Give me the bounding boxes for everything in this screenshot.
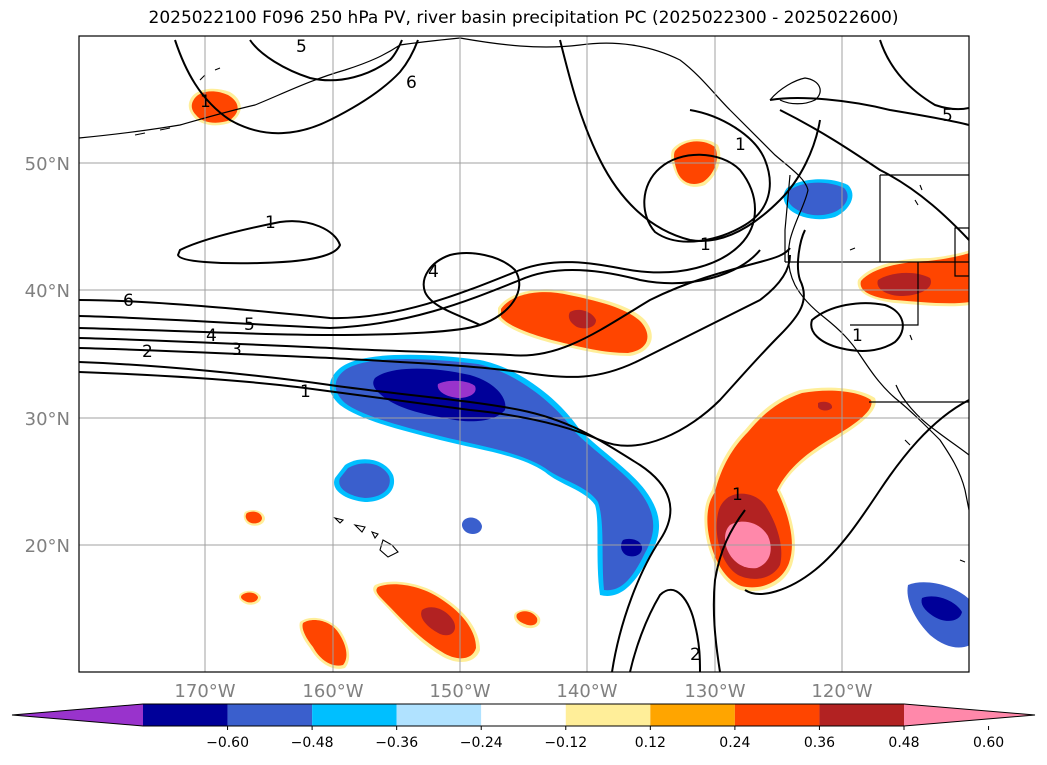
colorbar-tick-label: 0.48 [888,735,919,751]
contour-label: 2 [142,342,153,362]
contour-label: 5 [296,37,307,57]
lon-label: 150°W [429,681,490,702]
colorbar-swatch [481,704,566,726]
colorbar-swatch [565,704,651,726]
map-grid [79,36,969,672]
map-frame [78,35,970,673]
positive-anomaly-center [498,289,652,356]
colorbar-swatch [734,704,820,726]
contour-label: 6 [123,291,134,311]
map-field: 5 6 1 1 4 1 6 5 4 3 2 1 1 5 1 1 2 [79,36,969,672]
colorbar-tick-label: −0.60 [206,735,249,751]
lon-label: 170°W [174,681,235,702]
colorbar-tick-label: −0.36 [375,735,418,751]
lon-label: 140°W [556,681,617,702]
contour-label: 1 [735,135,746,155]
negative-anomaly-band [329,354,660,596]
lon-label: 160°W [302,681,363,702]
colorbar: −0.60 −0.48 −0.36 −0.24 −0.12 0.12 0.24 0.36 0.4… [11,703,1036,751]
lat-label: 30°N [25,409,70,430]
lat-label: 20°N [25,536,70,557]
colorbar-outline [11,703,1036,727]
lon-label: 120°W [811,681,872,702]
pv-contours [79,39,969,672]
contour-label: 1 [200,92,211,112]
contour-label: 4 [206,326,217,346]
contour-label: 1 [300,382,311,402]
map-background [79,36,969,672]
contour-label: 4 [428,262,439,282]
contour-label: 1 [265,213,276,233]
contour-label: 2 [690,645,701,665]
colorbar-swatch [396,704,482,726]
colorbar-swatch [819,704,904,726]
contour-label: 1 [700,235,711,255]
lat-label: 50°N [25,154,70,175]
contour-label: 5 [244,315,255,335]
colorbar-tick-label: 0.60 [973,735,1004,751]
colorbar-tick-label: 0.36 [804,735,835,751]
positive-anomaly-east [704,387,876,592]
colorbar-extend-max [904,704,1035,726]
contour-label: 5 [942,106,953,126]
contour-labels: 5 6 1 1 4 1 6 5 4 3 2 1 1 5 1 1 2 [123,37,953,665]
map-title: 2025022100 F096 250 hPa PV, river basin … [148,8,899,28]
colorbar-extend-min [12,704,143,726]
colorbar-swatch [227,704,313,726]
coastlines [79,37,969,511]
lon-label: 130°W [684,681,745,702]
contour-label: 3 [231,340,242,360]
contour-label: 6 [406,73,417,93]
islands [134,67,966,563]
lat-label: 40°N [25,281,70,302]
longitude-labels: 170°W 160°W 150°W 140°W 130°W 120°W [174,681,872,702]
colorbar-tick-label: −0.12 [544,735,587,751]
colorbar-swatch [143,704,228,726]
colorbar-tick-label: −0.24 [460,735,503,751]
contour-label: 1 [732,485,743,505]
colorbar-tick-label: 0.24 [719,735,750,751]
colorbar-tick-label: 0.12 [635,735,666,751]
colorbar-swatch [312,704,397,726]
colorbar-swatch [650,704,735,726]
colorbar-tick-label: −0.48 [291,735,334,751]
latitude-labels: 50°N 40°N 30°N 20°N [25,154,70,557]
contour-label: 1 [852,326,863,346]
